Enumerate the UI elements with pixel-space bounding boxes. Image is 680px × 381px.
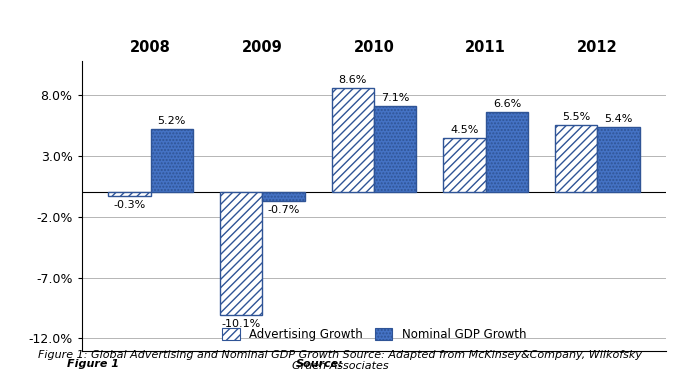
Text: 8.6%: 8.6%	[339, 75, 367, 85]
Bar	[108, 192, 151, 196]
Bar	[374, 106, 416, 192]
Text: Figure 1: Global Advertising and Nominal GDP Growth Source: Adapted from McKinse: Figure 1: Global Advertising and Nominal…	[38, 338, 642, 371]
Bar	[555, 125, 597, 192]
Bar	[332, 88, 374, 192]
Text: Source:: Source:	[296, 359, 343, 369]
Text: 4.5%: 4.5%	[450, 125, 479, 134]
Legend: Advertising Growth, Nominal GDP Growth: Advertising Growth, Nominal GDP Growth	[218, 325, 530, 345]
Text: 6.6%: 6.6%	[493, 99, 521, 109]
Text: 7.1%: 7.1%	[381, 93, 409, 103]
Text: 5.5%: 5.5%	[562, 112, 590, 122]
Text: 5.2%: 5.2%	[158, 116, 186, 126]
Bar	[151, 129, 193, 192]
Text: -10.1%: -10.1%	[222, 319, 260, 329]
Text: 5.4%: 5.4%	[605, 114, 633, 123]
Bar	[443, 138, 486, 192]
Bar	[597, 126, 640, 192]
Bar	[486, 112, 528, 192]
Text: -0.3%: -0.3%	[114, 200, 146, 210]
Bar	[262, 192, 305, 201]
Bar	[220, 192, 262, 315]
Text: Figure 1: Figure 1	[67, 359, 118, 369]
Text: -0.7%: -0.7%	[267, 205, 300, 215]
